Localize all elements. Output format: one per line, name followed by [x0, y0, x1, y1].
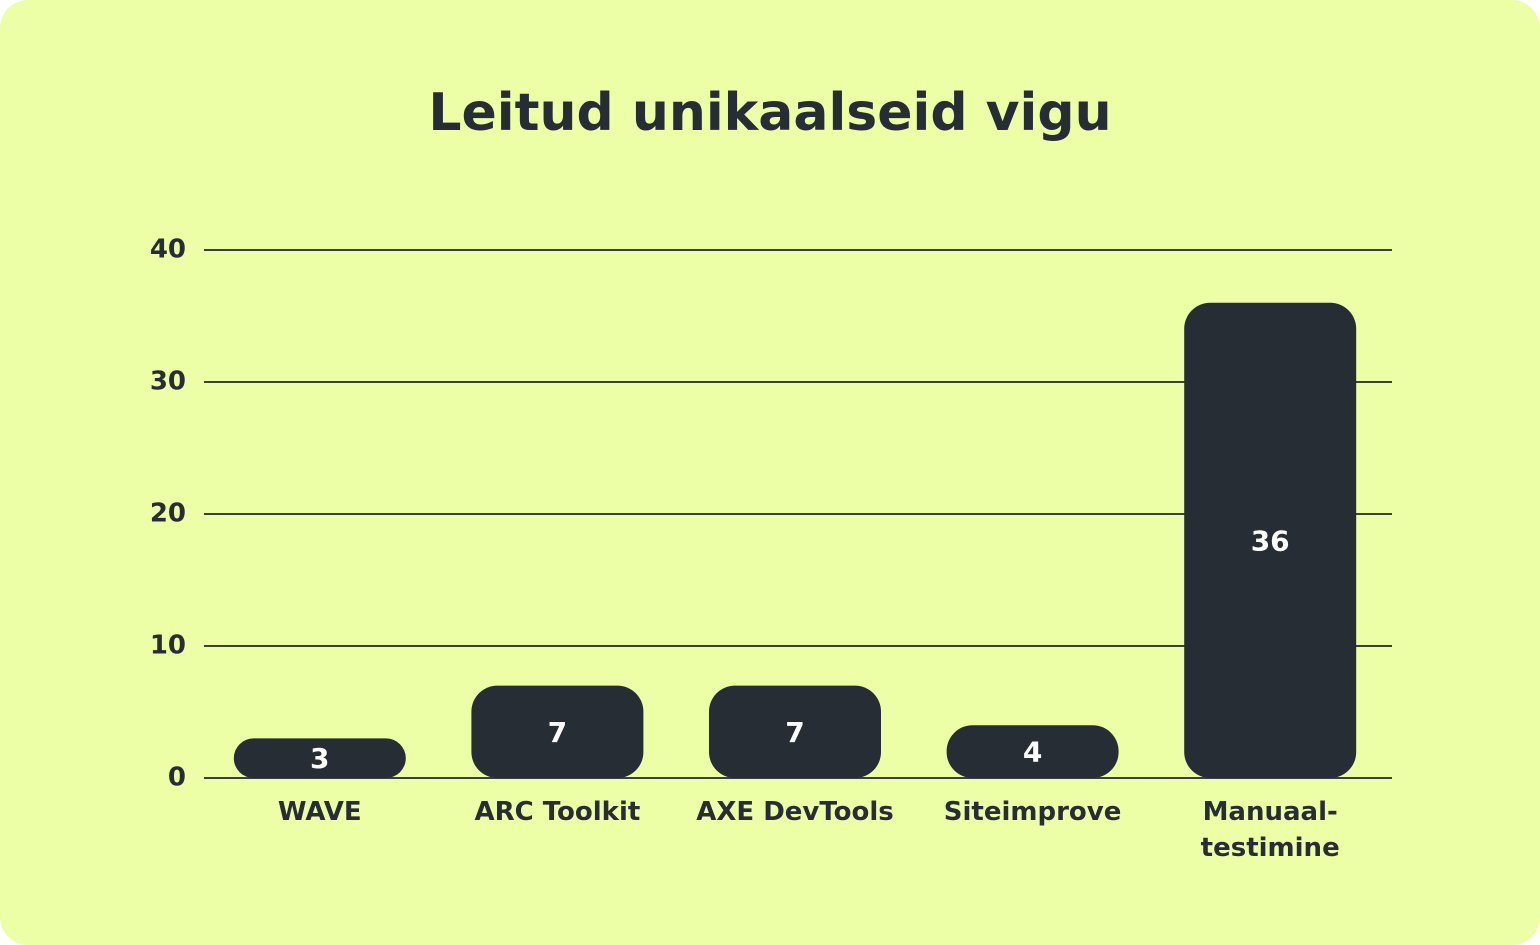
- y-tick-label: 0: [168, 763, 186, 793]
- bar: [1184, 302, 1357, 778]
- y-tick-label: 30: [150, 367, 186, 397]
- x-tick-label: AXE DevTools: [696, 797, 894, 827]
- value-label: 4: [1023, 736, 1042, 769]
- value-label: 3: [310, 742, 329, 775]
- y-tick-label: 40: [150, 235, 186, 265]
- bar: [233, 738, 406, 778]
- bar: [709, 685, 881, 778]
- value-label: 7: [548, 716, 567, 749]
- x-tick-label: Manuaal- testimine: [1200, 797, 1340, 863]
- bar: [471, 685, 644, 778]
- x-tick-label: WAVE: [277, 797, 362, 827]
- x-tick-label: ARC Toolkit: [474, 797, 641, 827]
- bar: [946, 725, 1119, 778]
- x-tick-label: Siteimprove: [943, 797, 1122, 827]
- y-tick-label: 10: [150, 631, 186, 661]
- y-tick-label: 20: [150, 499, 186, 529]
- value-label: 7: [785, 716, 804, 749]
- chart-title: Leitud unikaalseid vigu: [428, 83, 1111, 143]
- value-label: 36: [1251, 524, 1290, 557]
